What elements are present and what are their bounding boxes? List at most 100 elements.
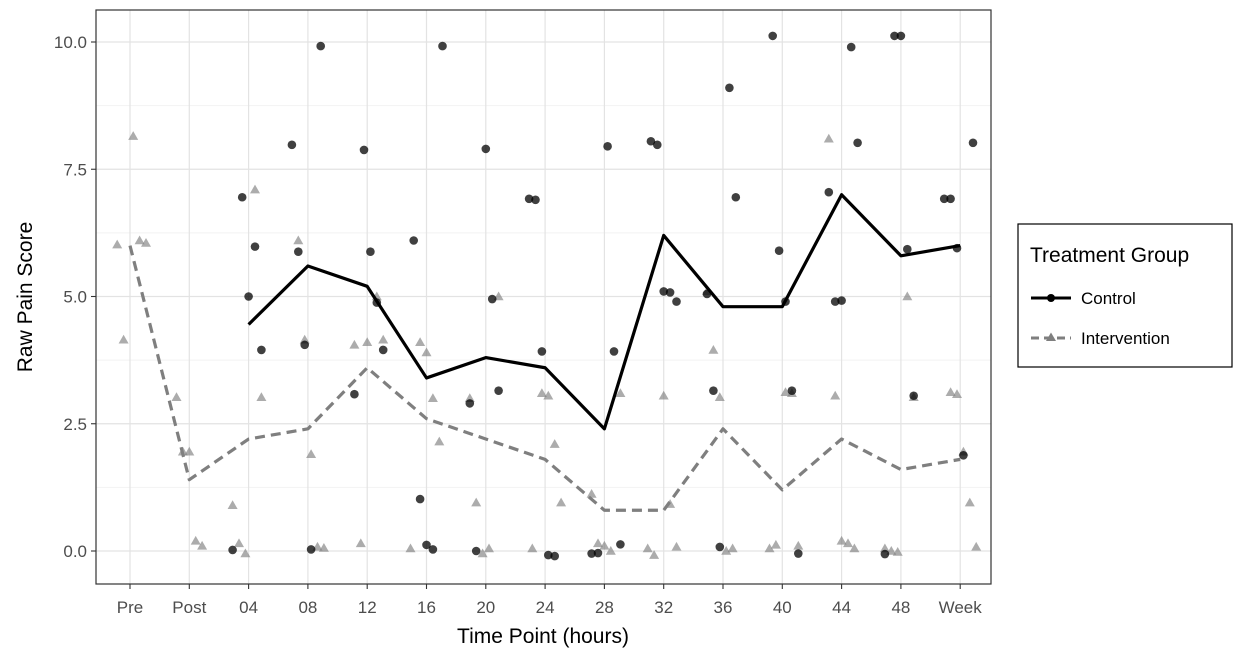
intervention-point (171, 392, 182, 402)
intervention-point (415, 337, 426, 347)
intervention-point (780, 387, 791, 396)
x-tick-label: Week (939, 598, 983, 617)
mean-lines (128, 193, 961, 512)
legend-key-control-marker (1047, 294, 1055, 302)
intervention-point (234, 538, 244, 548)
control-point (830, 297, 840, 306)
control-point (672, 297, 681, 306)
control-point (494, 386, 503, 395)
control-point (896, 31, 906, 41)
intervention-point (671, 541, 682, 551)
intervention-point (378, 334, 389, 344)
intervention-point (421, 347, 432, 357)
intervention-point (434, 436, 445, 446)
intervention-mean-line (128, 245, 961, 512)
x-tick-label: Post (172, 598, 206, 617)
control-point (316, 41, 326, 51)
control-point (709, 386, 718, 395)
x-tick-label: 08 (298, 598, 317, 617)
control-point (665, 288, 675, 297)
legend-key-intervention-marker (1046, 332, 1056, 341)
x-tick-label: 36 (714, 598, 733, 617)
intervention-point (250, 184, 260, 194)
intervention-point (256, 392, 267, 402)
x-tick-label: 12 (358, 598, 377, 617)
control-point (725, 83, 734, 93)
intervention-point (543, 390, 554, 400)
intervention-point (593, 538, 603, 548)
control-point (350, 389, 359, 399)
intervention-point (141, 238, 151, 247)
intervention-point (952, 389, 962, 398)
control-point (587, 549, 596, 558)
x-tick-label: 32 (654, 598, 673, 617)
intervention-point (971, 541, 982, 551)
intervention-point (556, 497, 567, 507)
control-point (422, 540, 431, 550)
intervention-point (549, 439, 560, 448)
intervention-point (830, 390, 841, 400)
control-point (287, 140, 297, 150)
intervention-point (362, 337, 373, 347)
intervention-point (405, 543, 416, 553)
control-point (471, 546, 481, 556)
intervention-point (964, 497, 975, 507)
control-point (880, 549, 890, 559)
control-point (968, 138, 978, 148)
intervention-point (477, 548, 488, 558)
control-point (550, 551, 559, 561)
intervention-point (134, 235, 145, 245)
x-axis-title: Time Point (hours) (457, 625, 629, 648)
control-point (903, 244, 912, 254)
legend-label-intervention: Intervention (1081, 329, 1170, 348)
control-point (890, 31, 899, 41)
control-point (616, 540, 625, 549)
control-point (946, 194, 955, 204)
intervention-point (764, 543, 775, 553)
intervention-point (649, 550, 660, 559)
control-point (524, 194, 534, 204)
control-point (465, 399, 475, 408)
control-point (939, 194, 949, 204)
intervention-point (118, 334, 129, 344)
control-point (378, 345, 388, 355)
intervention-point (299, 334, 310, 344)
control-point (846, 42, 856, 52)
control-point (237, 192, 247, 202)
control-point (959, 451, 968, 460)
x-tick-label: 04 (239, 598, 258, 617)
control-point (438, 41, 447, 51)
x-tick-label: 48 (891, 598, 910, 617)
control-point (481, 144, 491, 154)
x-tick-label: 24 (536, 598, 555, 617)
intervention-point (471, 497, 482, 507)
control-point (531, 195, 540, 205)
intervention-point (823, 133, 834, 143)
control-point (909, 391, 918, 401)
y-tick-label: 2.5 (63, 415, 87, 434)
intervention-point (128, 131, 139, 140)
intervention-point (793, 540, 804, 550)
x-axis: Pre Post 04 08 12 16 20 24 28 32 36 40 44 48 Week (117, 584, 983, 617)
y-axis: 0.0 2.5 5.0 7.5 10.0 (54, 33, 96, 561)
intervention-point (902, 291, 913, 301)
intervention-point (190, 535, 201, 545)
control-point (487, 294, 497, 304)
intervention-point (484, 543, 494, 553)
control-mean-line (247, 193, 961, 431)
y-tick-label: 7.5 (63, 160, 87, 179)
control-point (837, 296, 846, 305)
legend: Treatment Group Control Intervention (1017, 223, 1233, 368)
legend-label-control: Control (1081, 289, 1136, 308)
intervention-point (197, 540, 208, 550)
data-points (112, 31, 982, 561)
intervention-point (536, 388, 547, 397)
intervention-point (464, 393, 475, 403)
control-point (603, 142, 612, 151)
y-axis-title: Raw Pain Score (14, 222, 37, 373)
intervention-point (721, 546, 732, 555)
legend-title: Treatment Group (1030, 244, 1189, 267)
control-point (731, 192, 741, 202)
y-tick-label: 10.0 (54, 33, 87, 52)
